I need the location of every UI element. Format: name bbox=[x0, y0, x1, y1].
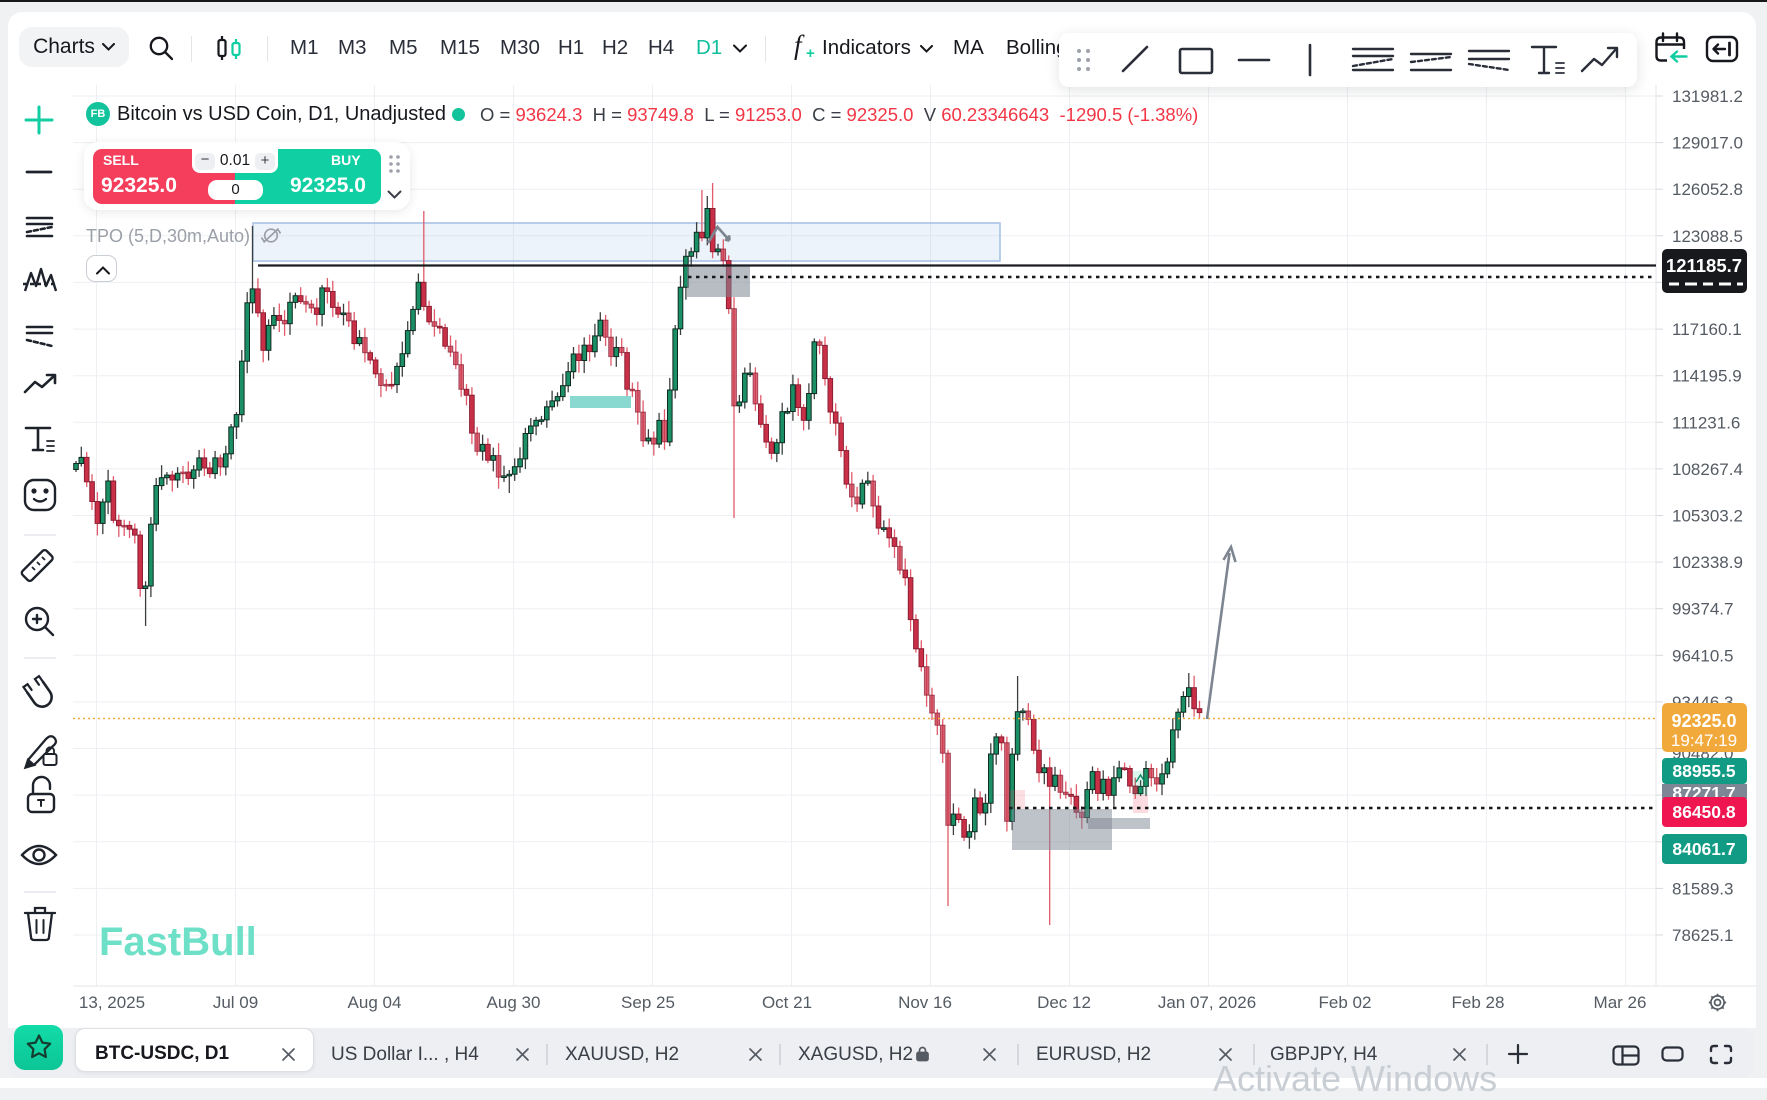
svg-text:78625.1: 78625.1 bbox=[1672, 926, 1733, 945]
svg-text:19:47:19: 19:47:19 bbox=[1671, 731, 1737, 750]
svg-text:102338.9: 102338.9 bbox=[1672, 553, 1743, 572]
svg-text:Jul 09: Jul 09 bbox=[213, 993, 258, 1012]
svg-text:Feb 02: Feb 02 bbox=[1319, 993, 1372, 1012]
svg-text:Mar 26: Mar 26 bbox=[1594, 993, 1647, 1012]
svg-text:126052.8: 126052.8 bbox=[1672, 180, 1743, 199]
svg-text:81589.3: 81589.3 bbox=[1672, 879, 1733, 898]
svg-text:123088.5: 123088.5 bbox=[1672, 227, 1743, 246]
svg-text:84061.7: 84061.7 bbox=[1672, 839, 1735, 859]
svg-text:99374.7: 99374.7 bbox=[1672, 600, 1733, 619]
svg-text:111231.6: 111231.6 bbox=[1672, 413, 1740, 432]
svg-text:86450.8: 86450.8 bbox=[1672, 802, 1736, 822]
svg-text:108267.4: 108267.4 bbox=[1672, 460, 1743, 479]
svg-text:121185.7: 121185.7 bbox=[1666, 255, 1742, 276]
svg-text:Aug 30: Aug 30 bbox=[487, 993, 541, 1012]
svg-text:FastBull: FastBull bbox=[99, 920, 257, 964]
svg-text:Sep 25: Sep 25 bbox=[621, 993, 675, 1012]
svg-text:Nov 16: Nov 16 bbox=[898, 993, 952, 1012]
svg-text:129017.0: 129017.0 bbox=[1672, 134, 1743, 153]
svg-text:105303.2: 105303.2 bbox=[1672, 507, 1743, 526]
svg-text:Jan 07, 2026: Jan 07, 2026 bbox=[1158, 993, 1256, 1012]
svg-text:Feb 28: Feb 28 bbox=[1452, 993, 1505, 1012]
svg-text:13, 2025: 13, 2025 bbox=[79, 993, 145, 1012]
svg-text:88955.5: 88955.5 bbox=[1672, 761, 1736, 781]
svg-text:Oct 21: Oct 21 bbox=[762, 993, 812, 1012]
svg-text:114195.9: 114195.9 bbox=[1672, 367, 1742, 386]
svg-text:Dec 12: Dec 12 bbox=[1037, 993, 1091, 1012]
svg-text:117160.1: 117160.1 bbox=[1672, 320, 1742, 339]
svg-text:92325.0: 92325.0 bbox=[1671, 711, 1736, 731]
svg-text:96410.5: 96410.5 bbox=[1672, 646, 1733, 665]
svg-text:Aug 04: Aug 04 bbox=[348, 993, 402, 1012]
svg-text:131981.2: 131981.2 bbox=[1672, 87, 1743, 106]
